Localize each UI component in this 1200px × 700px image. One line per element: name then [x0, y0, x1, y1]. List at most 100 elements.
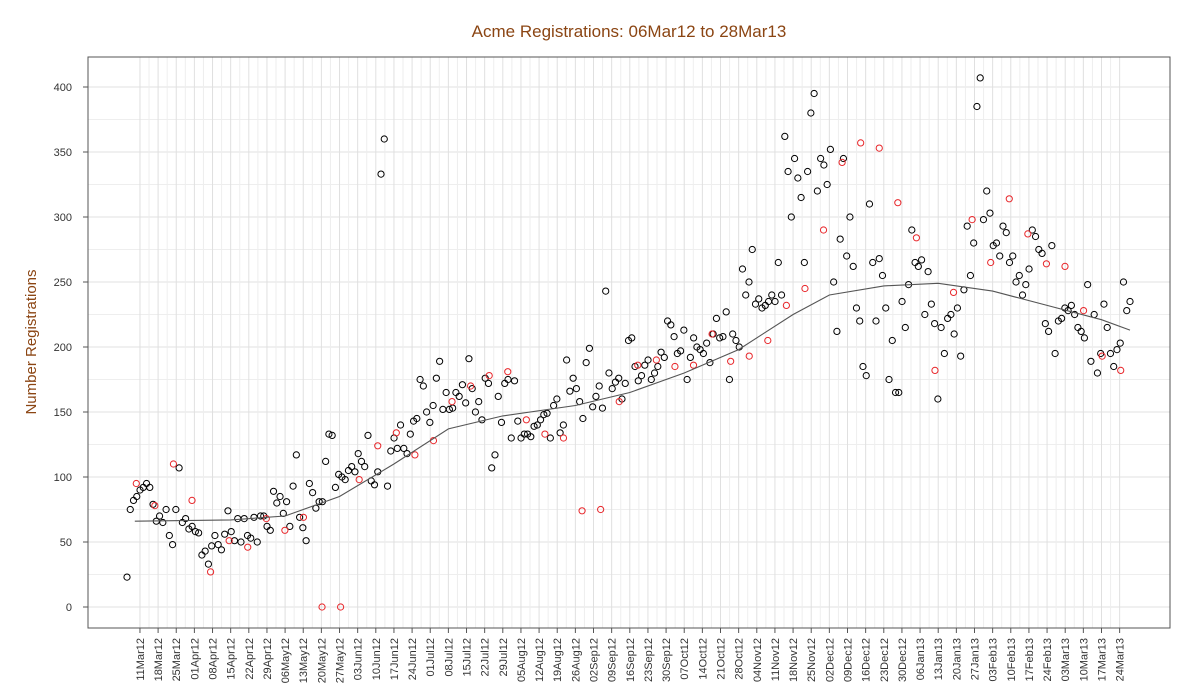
- data-point: [129, 496, 138, 504]
- data-point: [1048, 242, 1056, 250]
- data-point: [361, 463, 369, 471]
- x-tick-label: 15Jul12: [462, 638, 474, 677]
- x-tick-label: 01Apr12: [189, 638, 201, 680]
- data-point: [882, 304, 890, 312]
- x-tick-label: 14Oct12: [697, 638, 709, 680]
- data-point: [670, 333, 678, 341]
- x-tick-label: 07Oct12: [679, 638, 691, 680]
- data-point: [999, 222, 1007, 230]
- highlight-point: [782, 301, 790, 309]
- highlight-point: [485, 372, 493, 380]
- data-point: [328, 431, 336, 439]
- highlight-point: [355, 476, 363, 484]
- data-point: [146, 483, 154, 491]
- data-point: [1119, 278, 1128, 286]
- data-point: [934, 395, 942, 403]
- data-point: [667, 321, 675, 329]
- y-tick-label: 300: [54, 212, 72, 224]
- data-point: [777, 291, 786, 299]
- data-point: [572, 385, 580, 393]
- data-point: [686, 353, 694, 361]
- highlight-point: [875, 144, 883, 152]
- x-tick-label: 18Nov12: [788, 638, 800, 682]
- data-point: [175, 464, 183, 472]
- x-tick-label: 18Mar12: [153, 638, 165, 681]
- highlight-point: [281, 526, 289, 534]
- data-point: [807, 109, 815, 117]
- data-point: [637, 372, 646, 380]
- highlight-point: [225, 537, 233, 545]
- data-point: [621, 379, 629, 387]
- x-tick-label: 16Dec12: [861, 638, 873, 682]
- data-point: [582, 359, 590, 367]
- data-point: [983, 187, 991, 195]
- grid: [88, 57, 1170, 628]
- highlight-point: [206, 568, 215, 576]
- x-tick-label: 17Mar13: [1096, 638, 1108, 681]
- data-point: [325, 430, 333, 438]
- highlight-point: [1061, 262, 1069, 270]
- data-point: [706, 359, 714, 367]
- data-point: [820, 161, 828, 169]
- data-point: [195, 529, 203, 537]
- data-point: [833, 327, 841, 335]
- data-point: [383, 482, 392, 490]
- data-point: [396, 421, 405, 429]
- data-point: [872, 317, 880, 325]
- data-point: [445, 405, 453, 413]
- data-point: [1031, 232, 1040, 241]
- data-point: [888, 336, 896, 345]
- highlight-point: [1117, 366, 1125, 374]
- y-tick-label: 50: [60, 537, 72, 549]
- data-point: [813, 187, 821, 195]
- data-point: [1012, 278, 1020, 286]
- data-point: [579, 414, 587, 423]
- data-point: [608, 385, 616, 393]
- x-tick-label: 25Mar12: [171, 638, 183, 681]
- x-tick-label: 06Jan13: [915, 638, 927, 680]
- data-point: [504, 375, 512, 384]
- data-point: [221, 530, 229, 538]
- highlight-point: [467, 382, 475, 390]
- data-point: [484, 379, 493, 387]
- data-point: [797, 193, 805, 202]
- data-point: [458, 381, 467, 389]
- data-point: [123, 573, 131, 581]
- data-point: [843, 252, 851, 260]
- data-point: [1044, 327, 1053, 335]
- y-axis-label: Number Registrations: [23, 269, 40, 414]
- data-point: [159, 518, 167, 527]
- y-tick-label: 100: [54, 472, 72, 484]
- data-point: [650, 369, 659, 377]
- x-tick-label: 13Jan13: [933, 638, 945, 680]
- x-tick-label: 22Jul12: [480, 638, 492, 677]
- data-point: [774, 258, 782, 267]
- data-point: [615, 374, 623, 382]
- data-point: [149, 500, 157, 508]
- data-point: [305, 479, 313, 488]
- data-point: [331, 483, 340, 491]
- data-point: [536, 416, 545, 424]
- highlight-point: [615, 398, 623, 406]
- x-tick-label: 26Aug12: [570, 638, 582, 682]
- x-tick-label: 16Sep12: [625, 638, 637, 682]
- data-point: [703, 339, 711, 347]
- data-point: [846, 213, 854, 221]
- data-point: [589, 403, 597, 411]
- data-point: [810, 89, 818, 98]
- data-point: [201, 547, 209, 555]
- highlight-point: [931, 366, 939, 374]
- data-point: [1087, 357, 1095, 365]
- data-point: [1067, 301, 1075, 309]
- data-point: [550, 401, 558, 410]
- y-tick-label: 150: [54, 407, 72, 419]
- data-point: [826, 145, 835, 153]
- data-point: [712, 314, 721, 322]
- x-axis: 11Mar12 18Mar12 25Mar12 01Apr12 08Apr12 15Apr…: [135, 627, 1127, 683]
- data-point: [237, 538, 245, 546]
- data-point: [341, 476, 349, 484]
- data-point: [680, 326, 688, 334]
- x-tick-label: 17Feb13: [1024, 638, 1036, 681]
- data-point: [1058, 314, 1066, 322]
